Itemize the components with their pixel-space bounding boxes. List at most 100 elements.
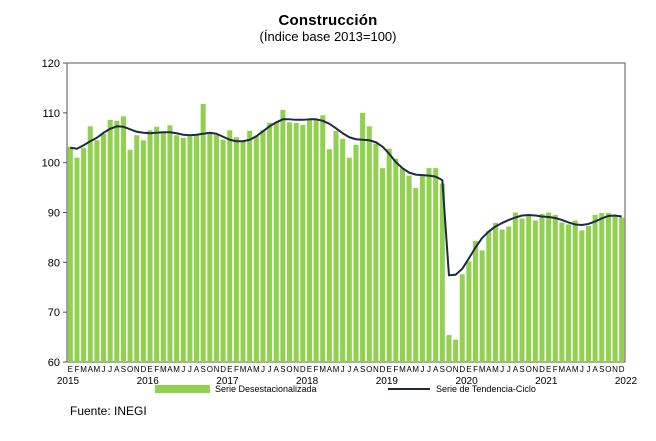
x-year-label: 2018 (296, 376, 319, 387)
x-month-label: J (507, 365, 511, 374)
x-month-label: N (293, 365, 299, 374)
x-month-label: E (307, 365, 312, 374)
x-month-label: O (207, 365, 213, 374)
bar (506, 226, 512, 362)
bar (160, 131, 166, 362)
bar (134, 135, 140, 362)
bar (433, 168, 439, 362)
bar (479, 250, 485, 362)
x-month-label: D (380, 365, 386, 374)
bar (267, 122, 273, 362)
x-month-label: M (240, 365, 247, 374)
x-month-label: A (513, 365, 519, 374)
bar (220, 139, 226, 362)
x-month-label: S (121, 365, 126, 374)
bar (459, 274, 465, 362)
bar (74, 157, 80, 362)
bar (526, 214, 532, 362)
x-month-label: A (247, 365, 253, 374)
x-month-label: E (68, 365, 73, 374)
x-month-label: J (181, 365, 185, 374)
x-month-label: J (420, 365, 424, 374)
bar (340, 138, 346, 362)
x-year-label: 2022 (615, 376, 638, 387)
x-month-label: F (154, 365, 159, 374)
bar (287, 122, 293, 362)
bar (114, 120, 120, 362)
y-tick-label: 90 (48, 208, 60, 220)
chart-title-text: Construcción (278, 12, 378, 29)
x-month-label: M (173, 365, 180, 374)
x-month-label: N (373, 365, 379, 374)
bar (532, 220, 538, 362)
x-month-label: J (586, 365, 590, 374)
x-year-label: 2021 (535, 376, 558, 387)
bar (81, 147, 87, 362)
bar (227, 130, 233, 362)
bar (167, 125, 173, 362)
bar (612, 214, 618, 362)
bar (107, 119, 113, 362)
bar (572, 220, 578, 362)
bar (399, 168, 405, 362)
x-month-label: M (479, 365, 486, 374)
bar (605, 213, 611, 362)
plot-area (66, 62, 626, 363)
x-month-label: E (147, 365, 152, 374)
x-month-label: E (387, 365, 392, 374)
bar (127, 149, 133, 362)
x-month-label: F (75, 365, 80, 374)
bar (512, 212, 518, 362)
x-month-label: S (440, 365, 445, 374)
x-month-label: D (459, 365, 465, 374)
bar (619, 217, 625, 362)
bar (333, 130, 339, 362)
bar (552, 214, 558, 362)
bar (380, 168, 386, 362)
x-year-label: 2020 (455, 376, 478, 387)
bar (101, 133, 107, 362)
y-tick-label: 120 (42, 58, 60, 70)
legend-swatch-bars (155, 385, 210, 393)
bar (273, 122, 279, 362)
bar (419, 176, 425, 362)
x-month-label: D (539, 365, 545, 374)
x-month-label: M (572, 365, 579, 374)
bar (194, 134, 200, 362)
x-month-label: E (227, 365, 232, 374)
x-month-label: S (519, 365, 524, 374)
x-month-label: F (234, 365, 239, 374)
y-tick-label: 70 (48, 307, 60, 319)
x-year-label: 2019 (376, 376, 399, 387)
bar (426, 168, 432, 362)
chart-title: Construcción (0, 12, 656, 29)
bar (579, 230, 585, 362)
bar (466, 261, 472, 362)
bar (499, 229, 505, 362)
x-month-label: J (261, 365, 265, 374)
x-month-label: O (446, 365, 452, 374)
x-month-label: E (466, 365, 471, 374)
x-month-label: O (526, 365, 532, 374)
x-month-label: M (160, 365, 167, 374)
bar (140, 140, 146, 362)
bar (187, 136, 193, 362)
x-month-label: O (286, 365, 292, 374)
x-year-label: 2016 (137, 376, 160, 387)
bar (180, 137, 186, 362)
bar (559, 222, 565, 362)
x-month-label: M (399, 365, 406, 374)
bar (386, 148, 392, 362)
x-month-label: F (553, 365, 558, 374)
bar (566, 224, 572, 362)
bar (453, 339, 459, 362)
bar (546, 212, 552, 362)
bar (174, 135, 180, 362)
x-month-label: M (333, 365, 340, 374)
x-month-label: N (214, 365, 220, 374)
bar (120, 116, 126, 362)
bar (346, 157, 352, 362)
x-month-label: A (592, 365, 598, 374)
bar (413, 188, 419, 362)
x-month-label: M (559, 365, 566, 374)
